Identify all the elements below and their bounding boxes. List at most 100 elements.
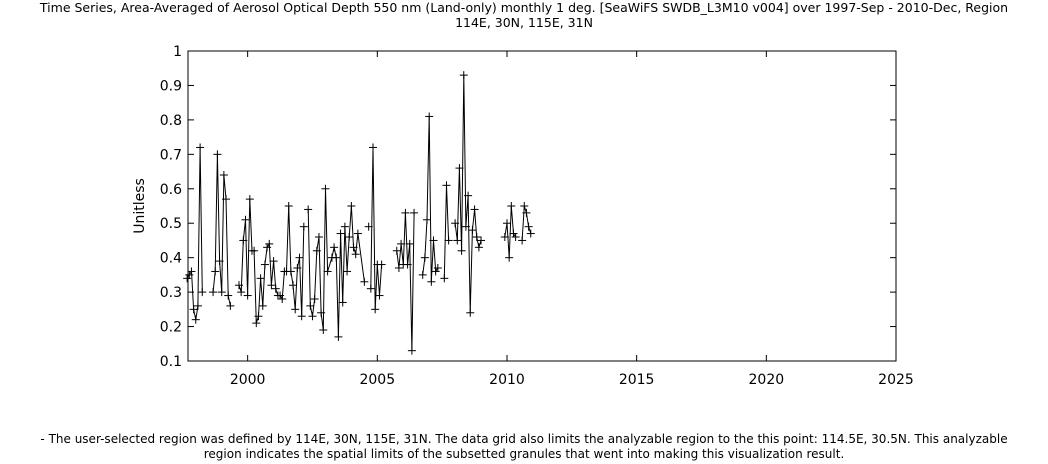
data-point-marker xyxy=(308,312,317,321)
chart-title: Time Series, Area-Averaged of Aerosol Op… xyxy=(0,0,1048,30)
x-tick-label: 2015 xyxy=(619,372,655,388)
data-point-marker xyxy=(347,202,356,210)
y-tick-label: 0.8 xyxy=(160,113,182,129)
data-point-marker xyxy=(468,226,477,235)
data-point-marker xyxy=(420,253,429,262)
series-segment xyxy=(422,116,439,282)
data-point-marker xyxy=(502,219,511,228)
axis-ticks: 0.1 0.2 0.3 0.4 0.5 0.6 0.7 0.8 0.9 1 2000 2005 2010… xyxy=(160,44,914,388)
data-point-marker xyxy=(464,191,473,200)
data-point-marker xyxy=(522,208,531,217)
data-point-marker xyxy=(405,239,414,248)
data-point-marker xyxy=(196,143,205,152)
data-point-marker xyxy=(511,233,520,241)
data-point-marker xyxy=(278,295,287,303)
data-point-marker xyxy=(340,222,349,231)
data-point-marker xyxy=(189,305,198,314)
data-point-marker xyxy=(507,202,516,210)
data-point-marker xyxy=(418,270,427,279)
data-point-marker xyxy=(252,319,261,328)
footnote-line-1: - The user-selected region was defined b… xyxy=(40,432,1008,446)
data-point-marker xyxy=(235,281,244,290)
data-point-marker xyxy=(425,112,434,121)
data-point-marker xyxy=(403,260,412,269)
data-point-marker xyxy=(317,308,326,317)
data-point-marker xyxy=(284,202,293,210)
data-point-marker xyxy=(260,260,269,269)
series-segment xyxy=(443,185,450,279)
data-point-marker xyxy=(455,164,464,173)
data-point-marker xyxy=(314,233,323,241)
data-point-marker xyxy=(353,229,362,238)
data-point-marker xyxy=(215,257,224,266)
data-point-marker xyxy=(332,253,341,262)
y-tick-label: 0.1 xyxy=(160,354,182,370)
data-point-marker xyxy=(183,274,192,283)
data-point-marker xyxy=(453,236,462,245)
y-tick-label: 0.4 xyxy=(160,251,182,267)
y-axis-label: Unitless xyxy=(132,178,148,234)
data-point-marker xyxy=(364,222,373,231)
data-point-marker xyxy=(360,277,369,286)
x-tick-label: 2025 xyxy=(878,372,914,388)
data-point-marker xyxy=(267,281,276,290)
data-point-marker xyxy=(269,257,278,266)
data-point-marker xyxy=(211,267,220,276)
x-tick-label: 2010 xyxy=(489,372,525,388)
series-segment xyxy=(307,188,365,337)
data-point-marker xyxy=(319,326,328,334)
data-point-marker xyxy=(474,243,483,252)
data-point-marker xyxy=(477,236,486,245)
data-point-marker xyxy=(265,239,274,248)
data-point-marker xyxy=(291,305,300,314)
data-point-marker xyxy=(392,246,401,255)
data-point-marker xyxy=(431,267,440,276)
data-point-marker xyxy=(343,267,352,276)
data-point-marker xyxy=(263,243,272,252)
data-point-marker xyxy=(237,288,246,297)
data-point-marker xyxy=(306,301,315,310)
data-point-marker xyxy=(410,208,419,217)
data-point-marker xyxy=(457,246,466,255)
data-point-marker xyxy=(330,243,339,252)
data-point-marker xyxy=(351,250,360,259)
data-point-marker xyxy=(312,246,321,255)
data-point-marker xyxy=(187,267,196,276)
data-point-marker xyxy=(433,264,442,272)
y-tick-label: 1 xyxy=(173,44,182,60)
data-point-marker xyxy=(451,219,460,228)
data-point-marker xyxy=(500,233,509,241)
x-tick-label: 2000 xyxy=(230,372,266,388)
data-point-marker xyxy=(520,202,529,210)
data-point-marker xyxy=(377,260,386,269)
x-tick-label: 2005 xyxy=(359,372,395,388)
data-point-marker xyxy=(219,171,228,179)
data-point-marker xyxy=(472,233,481,241)
data-point-marker xyxy=(401,208,410,217)
data-point-marker xyxy=(505,253,514,262)
data-point-marker xyxy=(276,291,285,300)
data-point-marker xyxy=(213,150,222,159)
footnote-line-2: region indicates the spatial limits of t… xyxy=(203,447,845,461)
data-point-marker xyxy=(423,215,432,224)
data-point-marker xyxy=(217,288,226,297)
chart-title-line-1: Time Series, Area-Averaged of Aerosol Op… xyxy=(39,0,1009,15)
data-point-marker xyxy=(394,264,403,272)
y-tick-label: 0.9 xyxy=(160,78,182,94)
plot-area-frame xyxy=(187,50,897,362)
data-point-marker xyxy=(429,236,438,245)
data-point-marker xyxy=(250,246,259,255)
data-point-marker xyxy=(444,236,453,245)
series-line xyxy=(186,75,532,351)
x-tick-label: 2020 xyxy=(749,372,785,388)
data-point-marker xyxy=(345,233,354,241)
data-point-marker xyxy=(366,284,375,293)
data-point-marker xyxy=(338,298,347,307)
data-point-marker xyxy=(323,267,332,276)
data-point-marker xyxy=(297,312,306,321)
data-point-marker xyxy=(191,315,200,324)
series-segment xyxy=(186,147,203,320)
data-point-marker xyxy=(293,264,302,272)
data-point-marker xyxy=(254,312,263,321)
data-point-marker xyxy=(193,301,202,310)
